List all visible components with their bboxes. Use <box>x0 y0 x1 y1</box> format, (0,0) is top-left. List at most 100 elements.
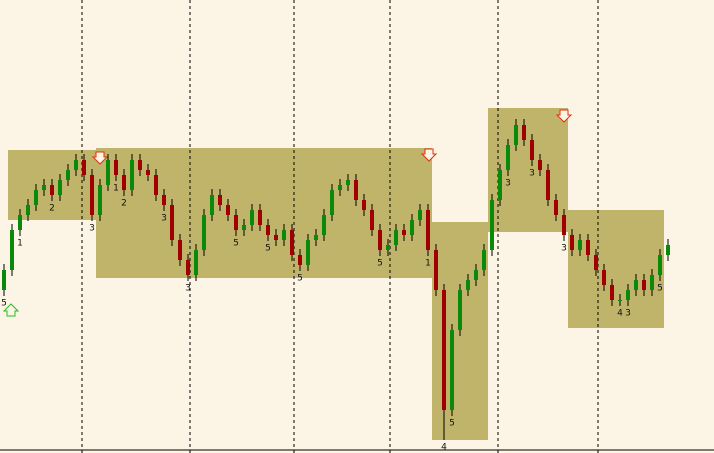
candle-body <box>226 205 230 215</box>
candle-body <box>2 270 6 290</box>
candle-body <box>154 175 158 195</box>
candle-body <box>578 240 582 250</box>
candle-body <box>522 125 526 140</box>
candle-body <box>402 230 406 235</box>
candle-body <box>386 245 390 250</box>
candle-body <box>266 225 270 235</box>
candle-body <box>74 160 78 170</box>
candle-body <box>250 210 254 225</box>
wave-label: 5 <box>449 419 455 429</box>
wave-label: 5 <box>1 299 7 309</box>
candle-body <box>234 215 238 230</box>
candle-body <box>42 185 46 190</box>
candle-body <box>442 290 446 410</box>
candle-body <box>514 125 518 145</box>
candle-body <box>162 195 166 205</box>
candle-body <box>66 170 70 180</box>
candle-body <box>450 330 454 410</box>
down-arrow <box>420 148 438 162</box>
candle-body <box>610 285 614 300</box>
candle-body <box>434 250 438 290</box>
candle-body <box>218 195 222 205</box>
wave-label: 3 <box>161 214 167 224</box>
candle-body <box>194 250 198 275</box>
candle-body <box>594 255 598 270</box>
candle-body <box>34 190 38 205</box>
wave-label: 4 <box>441 443 447 453</box>
candle-body <box>634 280 638 290</box>
wave-label: 3 <box>625 309 631 319</box>
wave-label: 3 <box>505 179 511 189</box>
candle-body <box>90 175 94 215</box>
candle-body <box>298 255 302 265</box>
candle-body <box>658 255 662 275</box>
candle-body <box>602 270 606 285</box>
candle-body <box>378 230 382 250</box>
candle-body <box>210 195 214 215</box>
candle-body <box>18 215 22 230</box>
wave-label: 3 <box>185 284 191 294</box>
candle-body <box>458 290 462 330</box>
wave-label: 1 <box>17 239 23 249</box>
candle-body <box>618 300 622 301</box>
candle-body <box>562 215 566 235</box>
down-arrow <box>555 109 573 123</box>
up-arrow <box>2 303 20 317</box>
candle-body <box>178 240 182 260</box>
candle-body <box>98 185 102 215</box>
candle-body <box>482 250 486 270</box>
candle-body <box>546 170 550 200</box>
candle-body <box>82 160 86 175</box>
candle-body <box>354 180 358 200</box>
candle-body <box>130 160 134 190</box>
candle-body <box>346 180 350 185</box>
candle-body <box>370 210 374 230</box>
range-box <box>96 148 432 278</box>
candle-body <box>498 170 502 200</box>
candle-body <box>466 280 470 290</box>
candle-body <box>426 210 430 250</box>
wave-label: 1 <box>425 259 431 269</box>
candle-body <box>50 185 54 195</box>
wave-label: 3 <box>529 169 535 179</box>
boxes <box>8 108 664 440</box>
candle-body <box>362 200 366 210</box>
candle-body <box>586 240 590 255</box>
candle-body <box>258 210 262 225</box>
candle-body <box>626 290 630 300</box>
candle-body <box>394 230 398 245</box>
candle-body <box>122 175 126 190</box>
wave-label: 5 <box>377 259 383 269</box>
wave-label: 4 <box>617 309 623 319</box>
candle-body <box>26 205 30 215</box>
candle-body <box>282 230 286 240</box>
candle-body <box>138 160 142 170</box>
candle-body <box>642 280 646 290</box>
wave-label: 1 <box>113 184 119 194</box>
wave-label: 3 <box>561 244 567 254</box>
candle-body <box>106 160 110 185</box>
candle-body <box>314 235 318 240</box>
wave-label: 2 <box>121 199 127 209</box>
down-arrow <box>91 151 109 165</box>
candle-body <box>322 215 326 235</box>
candle-body <box>146 170 150 175</box>
candle-body <box>114 160 118 175</box>
wave-label: 5 <box>297 274 303 284</box>
candle-body <box>666 245 670 255</box>
candle-body <box>506 145 510 170</box>
candle-body <box>554 200 558 215</box>
candle-body <box>418 210 422 220</box>
wave-label: 5 <box>657 284 663 294</box>
candle-body <box>242 225 246 230</box>
candle-body <box>538 160 542 170</box>
wave-label: 3 <box>89 224 95 234</box>
candle-body <box>490 200 494 250</box>
candle-body <box>410 220 414 235</box>
candle-body <box>530 140 534 160</box>
range-box <box>568 210 664 328</box>
candle-body <box>474 270 478 280</box>
candle-body <box>10 230 14 270</box>
